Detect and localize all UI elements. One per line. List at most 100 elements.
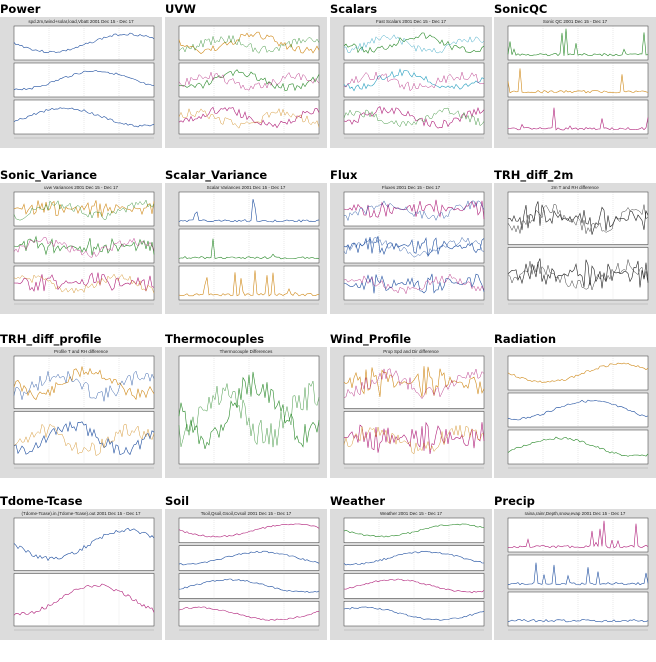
plot-series-line	[178, 31, 320, 54]
plot-caption: Sonic QC 2001 Dec 15 - Dec 17	[543, 19, 608, 24]
plot-thumbnail[interactable]: Fluxes 2001 Dec 15 - Dec 17	[330, 183, 492, 314]
plot-caption: Prop Spd and Dir difference	[383, 349, 439, 354]
plot-title-link[interactable]: Thermocouples	[165, 332, 265, 346]
plot-thumbnail[interactable]: 2m T and RH difference	[494, 183, 656, 314]
plot-series-line	[343, 71, 485, 92]
plot-thumbnail[interactable]: Thermocouple Differences	[165, 347, 327, 478]
plot-series-line	[13, 69, 155, 91]
plot-series-line	[343, 578, 485, 594]
plot-series-line	[178, 578, 320, 593]
plot-series-line	[507, 68, 649, 94]
plot-caption: Fast Scalars 2001 Dec 15 - Dec 17	[376, 19, 447, 24]
plot-tile: Thermocouples Thermocouple Differences	[165, 332, 327, 478]
plot-title-link[interactable]: TRH_diff_profile	[0, 332, 102, 346]
plot-tile: Scalars Fast Scalars 2001 Dec 15 - Dec 17	[330, 2, 492, 148]
plot-thumbnail[interactable]: Fast Scalars 2001 Dec 15 - Dec 17	[330, 17, 492, 148]
plot-series-line	[343, 273, 485, 294]
plot-title-link[interactable]: Flux	[330, 168, 358, 182]
plot-thumbnail[interactable]: Weather 2001 Dec 15 - Dec 17	[330, 509, 492, 640]
plot-series-line	[13, 527, 155, 561]
plot-series-line	[343, 32, 485, 54]
plot-image: Profile T and RH difference	[13, 349, 155, 469]
plot-series-line	[343, 606, 485, 621]
plot-thumbnail[interactable]	[165, 17, 327, 148]
plot-series-line	[507, 436, 649, 457]
plot-series-line	[343, 68, 485, 92]
plot-title-link[interactable]: Sonic_Variance	[0, 168, 98, 182]
plot-image: Fast Scalars 2001 Dec 15 - Dec 17	[343, 19, 485, 139]
plot-title-link[interactable]: Weather	[330, 494, 385, 508]
plot-caption: Scalar Variances 2001 Dec 15 - Dec 17	[207, 185, 286, 190]
plot-thumbnail[interactable]: Profile T and RH difference	[0, 347, 162, 478]
plot-image: (Tdome-Tcase).in,(Tdome-Tcase).out 2001 …	[13, 511, 155, 631]
plot-series-line	[13, 107, 155, 128]
plot-series-line	[13, 273, 155, 294]
plot-tile: Soil Tsoil,Qsoil,Gsoil,Cvsoil 2001 Dec 15…	[165, 494, 327, 640]
plot-thumbnail[interactable]: spd.2m,twind+solar,load,Vbatt 2001 Dec 1…	[0, 17, 162, 148]
plot-series-line	[343, 273, 485, 295]
plot-image: Sonic QC 2001 Dec 15 - Dec 17	[507, 19, 649, 139]
plot-caption: uvw Variances 2001 Dec 15 - Dec 17	[44, 185, 118, 190]
plot-series-line	[507, 562, 649, 586]
plot-thumbnail[interactable]: Tsoil,Qsoil,Gsoil,Cvsoil 2001 Dec 15 - D…	[165, 509, 327, 640]
plot-series-line	[343, 34, 485, 54]
plot-tile: TRH_diff_profile Profile T and RH differe…	[0, 332, 162, 478]
plot-title-link[interactable]: UVW	[165, 2, 196, 16]
plot-image: Prop Spd and Dir difference	[343, 349, 485, 469]
plot-series-line	[178, 550, 320, 566]
plot-thumbnail[interactable]: Sonic QC 2001 Dec 15 - Dec 17	[494, 17, 656, 148]
plot-caption: Profile T and RH difference	[54, 349, 109, 354]
plot-series-line	[13, 199, 155, 221]
plot-series-line	[343, 200, 485, 222]
plot-image	[178, 25, 320, 139]
plot-series-line	[343, 550, 484, 566]
plot-thumbnail[interactable]	[494, 347, 656, 478]
plot-title-link[interactable]: Wind_Profile	[330, 332, 412, 346]
plot-title-link[interactable]: SonicQC	[494, 2, 548, 16]
plot-caption: Weather 2001 Dec 15 - Dec 17	[380, 511, 442, 516]
plot-series-line	[178, 199, 320, 223]
plot-series-line	[178, 106, 320, 129]
plot-title-link[interactable]: Scalar_Variance	[165, 168, 268, 182]
plot-series-line	[343, 366, 485, 398]
plot-thumbnail[interactable]: Prop Spd and Dir difference	[330, 347, 492, 478]
plot-title-link[interactable]: Tdome-Tcase	[0, 494, 83, 508]
plot-thumbnail[interactable]: uvw Variances 2001 Dec 15 - Dec 17	[0, 183, 162, 314]
plot-series-line	[343, 236, 485, 258]
plot-caption: 2m T and RH difference	[551, 185, 599, 190]
plot-series-line	[343, 368, 485, 400]
plot-series-line	[507, 399, 649, 421]
plot-caption: Tsoil,Qsoil,Gsoil,Cvsoil 2001 Dec 15 - D…	[201, 511, 292, 516]
plot-series-line	[178, 107, 320, 129]
plot-series-line	[13, 423, 155, 456]
plot-series-line	[507, 203, 649, 234]
plot-thumbnail[interactable]: (Tdome-Tcase).in,(Tdome-Tcase).out 2001 …	[0, 509, 162, 640]
plot-series-line	[178, 238, 320, 260]
plot-title-link[interactable]: Power	[0, 2, 41, 16]
plot-series-line	[507, 28, 649, 57]
plot-series-line	[13, 236, 155, 258]
plot-title-link[interactable]: TRH_diff_2m	[494, 168, 574, 182]
plot-caption: (Tdome-Tcase).in,(Tdome-Tcase).out 2001 …	[21, 511, 141, 516]
plot-title-link[interactable]: Radiation	[494, 332, 557, 346]
plot-tile: Wind_Profile Prop Spd and Dir difference	[330, 332, 492, 478]
plot-thumbnail[interactable]: Scalar Variances 2001 Dec 15 - Dec 17	[165, 183, 327, 314]
plot-tile: Power spd.2m,twind+solar,load,Vbatt 2001 …	[0, 2, 162, 148]
plot-title-link[interactable]: Soil	[165, 494, 190, 508]
plot-series-line	[507, 520, 649, 549]
plot-image: Fluxes 2001 Dec 15 - Dec 17	[343, 185, 485, 305]
plot-image: 2m T and RH difference	[507, 185, 649, 305]
plot-tile: Scalar_Variance Scalar Variances 2001 Dec…	[165, 168, 327, 314]
plot-series-line	[507, 619, 649, 623]
plot-tile: Radiation	[494, 332, 656, 478]
plot-caption: spd.2m,twind+solar,load,Vbatt 2001 Dec 1…	[28, 19, 134, 24]
plot-series-line	[507, 259, 649, 291]
plot-title-link[interactable]: Precip	[494, 494, 535, 508]
plot-series-line	[178, 523, 320, 538]
plot-thumbnail[interactable]: raina,rainr,Depth,snow,evap 2001 Dec 15 …	[494, 509, 656, 640]
plot-series-line	[508, 107, 649, 131]
plot-title-link[interactable]: Scalars	[330, 2, 378, 16]
plot-series-line	[178, 69, 320, 92]
plot-series-line	[13, 366, 155, 401]
